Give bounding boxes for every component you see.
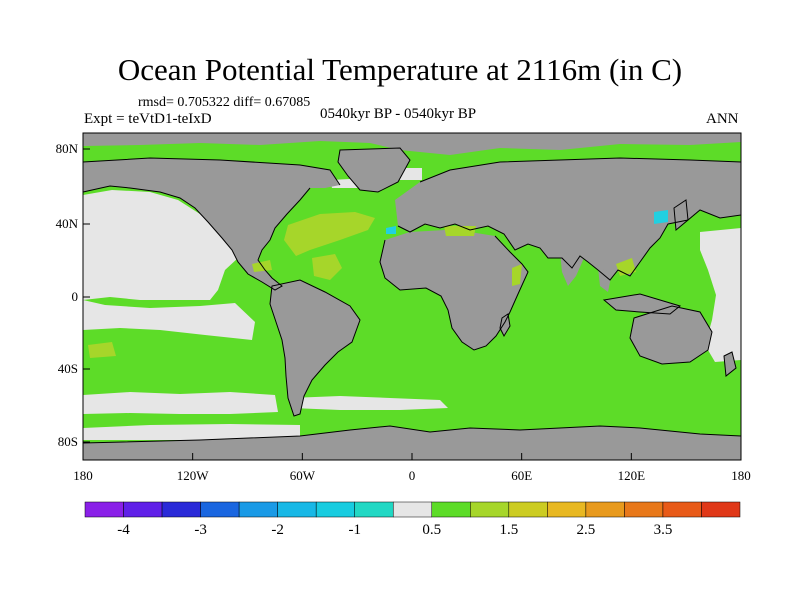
madagascar-land [500, 314, 510, 336]
colorbar-label: -3 [194, 522, 207, 538]
colorbar-label: -2 [271, 522, 284, 538]
lon-tick-label: 180 [731, 468, 751, 483]
anomaly-patches [88, 210, 668, 358]
landmasses [83, 133, 741, 460]
atlantic-near-zero-band [290, 396, 448, 410]
colorbar-swatch [354, 501, 394, 518]
colorbar-label: 0.5 [422, 522, 441, 538]
tropical-atlantic-warm-patch [312, 254, 342, 280]
lon-tick-label: 180 [73, 468, 93, 483]
lon-tick-label: 120E [618, 468, 646, 483]
lat-tick-label: 80S [58, 434, 78, 449]
lat-tick-label: 80N [56, 141, 79, 156]
mediterranean-warm-patch [444, 226, 476, 236]
colorbar-swatch [123, 501, 163, 518]
greenland-land [338, 148, 410, 192]
south-america-land [270, 280, 360, 416]
lat-tick-label: 40S [58, 361, 78, 376]
colorbar-label: -1 [348, 522, 361, 538]
australia-land [630, 306, 712, 364]
north-pacific-near-zero [83, 190, 238, 300]
map-plot-area [83, 133, 741, 460]
colorbar-label: 1.5 [499, 522, 518, 538]
coastlines [83, 147, 741, 444]
colorbar-swatch [508, 501, 548, 518]
colorbar-swatch [547, 501, 587, 518]
colorbar-label: 3.5 [654, 522, 673, 538]
colorbar-swatch [315, 501, 355, 518]
south-pacific-warm-patch [88, 342, 116, 358]
colorbar-swatch [84, 501, 124, 518]
colorbar-swatch [277, 501, 317, 518]
north-atlantic-warm-patch [284, 212, 375, 256]
colorbar-labels: -4 -3 -2 -1 0.5 1.5 2.5 3.5 [117, 522, 672, 538]
colorbar-swatch [431, 501, 471, 518]
colorbar [84, 501, 741, 518]
southern-ocean-near-zero [83, 424, 300, 440]
colorbar-label: -4 [117, 522, 130, 538]
colorbar-swatch [238, 501, 278, 518]
indian-subcontinent-land [560, 252, 584, 286]
north-america-land [83, 158, 340, 290]
lat-tick-label: 0 [72, 289, 79, 304]
colorbar-swatch [161, 501, 201, 518]
arctic-landmass [83, 133, 741, 155]
rmsd-diff-stats: rmsd= 0.705322 diff= 0.67085 [138, 95, 311, 110]
colorbar-swatch [701, 501, 741, 518]
map-title: Ocean Potential Temperature at 2116m (in… [117, 52, 683, 87]
southeast-asia-land [598, 268, 612, 292]
iberian-cold-patch [386, 226, 396, 234]
colorbar-swatch [624, 501, 664, 518]
colorbar-swatch [392, 501, 433, 518]
africa-land [380, 230, 528, 350]
season-label: ANN [706, 111, 739, 127]
colorbar-swatch [585, 501, 625, 518]
antarctica-land [83, 426, 741, 460]
south-pacific-near-zero-band [83, 392, 278, 414]
latitude-axis: 80N 40N 0 40S 80S [56, 141, 90, 449]
indian-ocean-warm-patch [512, 264, 522, 286]
central-pacific-near-zero [83, 300, 255, 340]
longitude-axis: 180 120W 60W 0 60E 120E 180 [73, 453, 751, 483]
lon-tick-label: 60E [511, 468, 532, 483]
colorbar-swatch [200, 501, 240, 518]
colorbar-label: 2.5 [577, 522, 596, 538]
colorbar-swatch [662, 501, 702, 518]
experiment-label: Expt = teVtD1-teIxD [84, 111, 212, 127]
lon-tick-label: 0 [409, 468, 416, 483]
time-period-label: 0540kyr BP - 0540kyr BP [320, 106, 477, 122]
eurasia-land [395, 158, 741, 280]
lon-tick-label: 60W [290, 468, 316, 483]
lon-tick-label: 120W [177, 468, 210, 483]
lat-tick-label: 40N [56, 216, 79, 231]
sea-of-japan-cold-patch [654, 210, 668, 224]
colorbar-swatch [470, 501, 510, 518]
